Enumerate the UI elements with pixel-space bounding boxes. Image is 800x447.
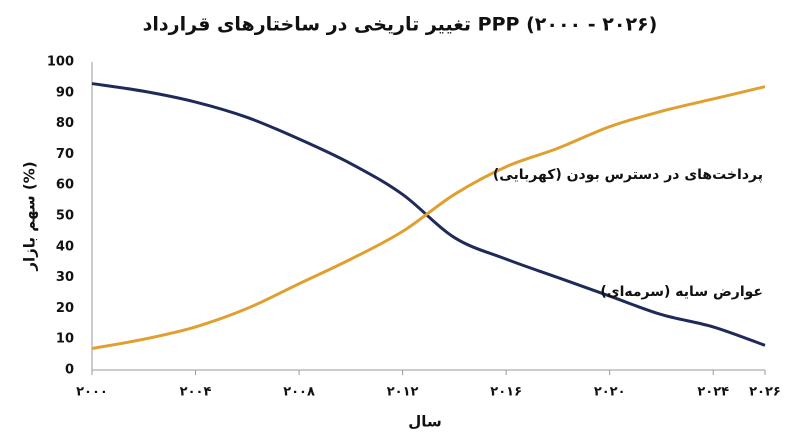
x-tick-label: ۲۰۱۲ xyxy=(387,385,419,400)
y-tick-label: 50 xyxy=(56,209,74,224)
x-axis-label: سال xyxy=(408,413,441,431)
series-label: عوارض سایه (سرمه‌ای) xyxy=(600,284,763,300)
x-tick-label: ۲۰۲۴ xyxy=(697,385,729,400)
x-tick-label: ۲۰۰۴ xyxy=(180,385,212,400)
y-tick-label: 30 xyxy=(56,270,74,285)
y-tick-label: 0 xyxy=(65,363,74,378)
y-tick-label: 60 xyxy=(56,178,74,193)
line-series xyxy=(91,82,766,347)
x-tick-label: ۲۰۱۶ xyxy=(490,385,522,400)
line-series xyxy=(91,85,766,350)
y-tick-label: 90 xyxy=(56,85,74,100)
y-tick-label: 20 xyxy=(56,301,74,316)
y-tick-label: 100 xyxy=(47,55,74,70)
y-tick-label: 70 xyxy=(56,147,74,162)
y-tick-label: 40 xyxy=(56,239,74,254)
x-tick-label: ۲۰۰۰ xyxy=(76,385,108,400)
x-tick-label: ۲۰۲۰ xyxy=(594,385,626,400)
series-label: پرداخت‌های در دسترس بودن (کهربایی) xyxy=(493,167,763,183)
y-tick-label: 10 xyxy=(56,332,74,347)
y-tick-label: 80 xyxy=(56,116,74,131)
x-tick-label: ۲۰۲۶ xyxy=(749,385,781,400)
x-tick-label: ۲۰۰۸ xyxy=(283,385,315,400)
chart-title: تغییر تاریخی در ساختارهای قرارداد PPP (۲… xyxy=(143,14,658,36)
y-axis-label: سهم بازار (%) xyxy=(21,161,39,271)
